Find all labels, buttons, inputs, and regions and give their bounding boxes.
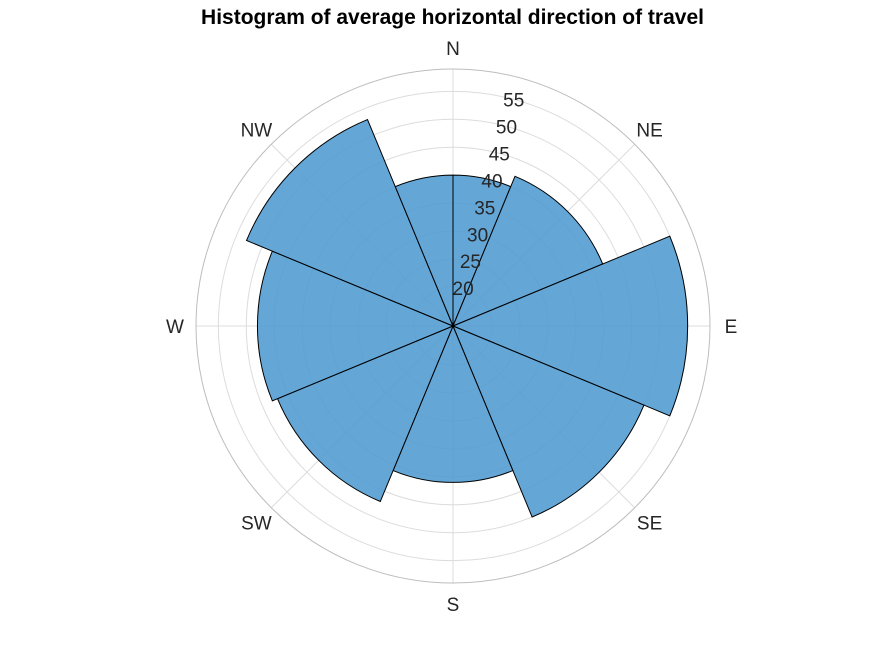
polar-outer-circle xyxy=(195,68,711,584)
direction-label: NE xyxy=(636,120,662,141)
histogram-bar xyxy=(392,324,514,483)
direction-label: E xyxy=(725,317,738,338)
direction-labels: N NE E SE S SW W NW xyxy=(166,39,737,616)
histogram-bar xyxy=(452,325,645,518)
r-tick-label: 35 xyxy=(474,198,495,219)
histogram-bars xyxy=(245,118,689,518)
r-tick-label: 20 xyxy=(453,279,474,300)
chart-title: Histogram of average horizontal directio… xyxy=(201,6,704,29)
direction-label: SE xyxy=(637,514,662,535)
direction-label: W xyxy=(166,317,184,338)
histogram-bar xyxy=(394,174,454,327)
r-tick-label: 55 xyxy=(503,90,524,111)
direction-label: NW xyxy=(241,120,273,141)
direction-label: N xyxy=(446,39,460,60)
histogram-bar xyxy=(451,235,689,417)
r-tick-label: 50 xyxy=(496,117,517,138)
histogram-bar xyxy=(256,250,455,402)
histogram-bar xyxy=(245,118,454,327)
r-tick-label: 40 xyxy=(481,171,502,192)
histogram-bar xyxy=(452,175,604,327)
radial-tick-labels: 20 25 30 35 40 45 50 55 xyxy=(453,90,525,300)
r-tick-label: 45 xyxy=(489,144,510,165)
direction-label: SW xyxy=(241,514,272,535)
histogram-bar xyxy=(276,325,454,503)
direction-label: S xyxy=(447,595,460,616)
r-tick-label: 30 xyxy=(467,225,488,246)
r-tick-label: 25 xyxy=(460,252,481,273)
